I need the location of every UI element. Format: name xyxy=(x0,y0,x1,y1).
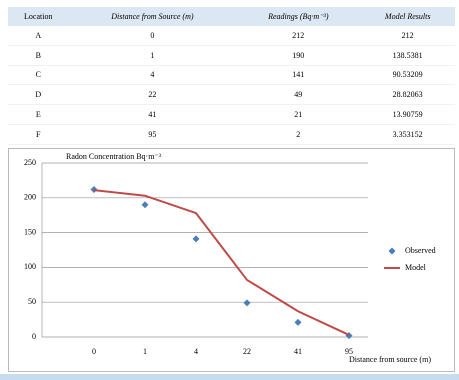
table-row: C 4 141 90.53209 xyxy=(8,65,455,86)
y-tick-label: 250 xyxy=(24,158,36,167)
x-tick-label: 1 xyxy=(143,347,147,356)
observed-marker xyxy=(294,318,302,326)
cell: E xyxy=(8,104,69,125)
header: Model Results xyxy=(360,7,455,26)
cell: D xyxy=(8,84,69,106)
legend-label: Model xyxy=(405,263,427,272)
cell: 28.82063 xyxy=(360,84,455,106)
cell: 21 xyxy=(236,104,361,125)
table-row: E 41 21 13.90759 xyxy=(8,104,455,125)
chart: Radon Concentration Bq·m⁻³ Distance from… xyxy=(8,148,455,372)
legend-swatch xyxy=(388,247,396,255)
cell: 49 xyxy=(236,84,361,106)
cell: 13.90759 xyxy=(360,104,455,125)
table-row: F 95 2 3.353152 xyxy=(8,124,455,145)
x-tick-label: 22 xyxy=(243,347,251,356)
x-tick-label: 95 xyxy=(345,347,353,356)
x-tick-label: 4 xyxy=(194,347,198,356)
cell: A xyxy=(8,26,69,46)
cell: F xyxy=(8,124,69,145)
cell: 1 xyxy=(68,45,237,66)
y-tick-label: 150 xyxy=(24,227,36,236)
x-tick-label: 41 xyxy=(294,347,302,356)
cell: 190 xyxy=(236,45,361,66)
legend-label: Observed xyxy=(405,246,436,255)
cell: 3.353152 xyxy=(360,124,455,145)
observed-marker xyxy=(243,299,251,307)
table-row: B 1 190 138.5381 xyxy=(8,45,455,66)
cell: B xyxy=(8,45,69,66)
cell: C xyxy=(8,65,69,86)
cell: 95 xyxy=(68,124,237,145)
y-tick-label: 100 xyxy=(24,262,36,271)
y-tick-label: 0 xyxy=(32,332,36,341)
x-axis-label: Distance from source (m) xyxy=(349,355,431,364)
x-tick-label: 0 xyxy=(92,347,96,356)
cell: 212 xyxy=(360,26,455,46)
cell: 141 xyxy=(236,65,361,86)
model-line xyxy=(93,189,350,336)
cell: 138.5381 xyxy=(360,45,455,66)
cell: 41 xyxy=(68,104,237,125)
header: Distance from Source (m) xyxy=(68,7,237,26)
cell: 212 xyxy=(236,26,361,46)
table-row: A 0 212 212 xyxy=(8,26,455,46)
data-table: Location Distance from Source (m) Readin… xyxy=(8,7,455,145)
cell: 0 xyxy=(68,26,237,46)
cell: 22 xyxy=(68,84,237,106)
y-axis-label: Radon Concentration Bq·m⁻³ xyxy=(66,152,162,161)
cell: 4 xyxy=(68,65,237,86)
table-row: D 22 49 28.82063 xyxy=(8,84,455,106)
observed-marker xyxy=(192,235,200,243)
header-row: Location Distance from Source (m) Readin… xyxy=(8,7,455,26)
caption-bar xyxy=(0,374,459,380)
header: Location xyxy=(8,7,69,26)
cell: 90.53209 xyxy=(360,65,455,86)
y-tick-label: 50 xyxy=(28,297,36,306)
cell: 2 xyxy=(236,124,361,145)
observed-marker xyxy=(141,201,149,209)
header: Readings (Bq·m⁻³) xyxy=(236,7,361,26)
y-tick-label: 200 xyxy=(24,193,36,202)
